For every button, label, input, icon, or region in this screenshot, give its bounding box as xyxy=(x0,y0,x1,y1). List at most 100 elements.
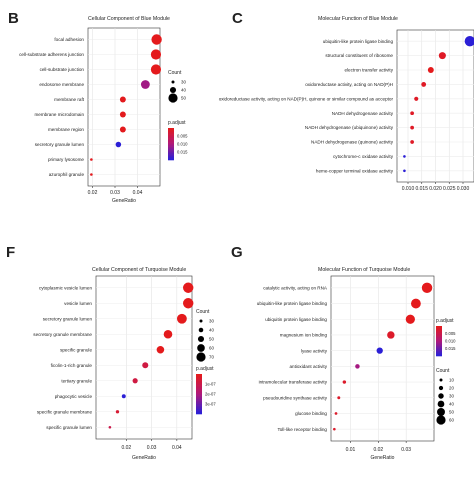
legend-colorbar-segment xyxy=(436,349,442,352)
legend-colorbar-segment xyxy=(196,375,202,378)
legend-colorbar-segment xyxy=(196,407,202,410)
legend-count-label: 60 xyxy=(209,346,214,351)
legend-colorbar-segment xyxy=(436,329,442,332)
legend-colorbar-segment xyxy=(196,395,202,398)
legend-colorbar-segment xyxy=(168,137,174,139)
data-point xyxy=(150,49,162,60)
data-point xyxy=(403,155,406,158)
x-tick-label: 0.02 xyxy=(121,445,131,451)
y-tick-label: pseudouridine synthase activity xyxy=(263,395,328,400)
panel-title: Cellular Component of Blue Module xyxy=(88,16,170,22)
legend-colorbar-segment xyxy=(436,347,442,349)
y-tick-label: specific granule membrane xyxy=(37,409,93,414)
legend-color-title: p.adjust xyxy=(168,120,186,126)
data-point xyxy=(410,125,414,130)
legend-colorbar-segment xyxy=(436,334,442,337)
y-tick-label: membrane raft xyxy=(54,97,85,102)
data-point xyxy=(414,96,419,101)
legend-colorbar-segment xyxy=(196,402,202,405)
legend-colorbar-segment xyxy=(436,332,442,334)
data-point xyxy=(355,364,360,369)
y-tick-label: cell-substrate junction xyxy=(40,67,85,72)
y-tick-label: intramolecular transferase activity xyxy=(259,380,328,385)
legend-colorbar-segment xyxy=(436,352,442,354)
x-tick-label: 0.03 xyxy=(147,445,157,451)
legend-colorbar-segment xyxy=(196,412,202,415)
panel-letter: C xyxy=(232,10,243,27)
legend-count-label: 40 xyxy=(209,328,214,333)
legend-colorbar-segment xyxy=(168,146,174,149)
legend-colorbar-label: 0.005 xyxy=(177,134,188,139)
legend-colorbar-segment xyxy=(196,397,202,400)
legend-colorbar-segment xyxy=(436,328,442,331)
legend-color-title: p.adjust xyxy=(436,318,454,324)
legend-colorbar-segment xyxy=(196,385,202,388)
y-tick-label: cytoplasmic vesicle lumen xyxy=(39,285,93,290)
y-tick-label: ubiquitin protein ligase binding xyxy=(265,317,327,322)
legend-count-dot xyxy=(198,327,204,333)
x-tick-label: 0.04 xyxy=(172,445,182,451)
panel-title: Molecular Function of Turquoise Module xyxy=(318,267,410,273)
legend-colorbar-segment xyxy=(196,405,202,408)
data-point xyxy=(132,378,138,384)
legend-count-dot xyxy=(436,415,446,425)
y-tick-label: structural constituent of ribosome xyxy=(325,53,393,58)
data-point xyxy=(183,282,194,293)
data-point xyxy=(387,331,395,339)
legend-count-label: 60 xyxy=(449,418,454,423)
legend-count-label: 50 xyxy=(181,96,186,101)
legend-colorbar-segment xyxy=(196,387,202,390)
data-point xyxy=(150,64,162,75)
legend-colorbar-segment xyxy=(436,354,442,357)
legend-color-title: p.adjust xyxy=(196,366,214,372)
y-tick-label: NADH dehydrogenase activity xyxy=(332,111,394,116)
legend-colorbar-segment xyxy=(196,392,202,395)
legend-colorbar-segment xyxy=(436,343,442,346)
y-tick-label: lyase activity xyxy=(301,348,328,353)
panel-b: B Cellular Component of Blue Module focal … xyxy=(8,10,188,204)
legend-colorbar-segment xyxy=(168,145,174,147)
legend-colorbar-segment xyxy=(168,154,174,157)
legend-colorbar-segment xyxy=(168,156,174,158)
x-axis-label: GeneRatio xyxy=(371,455,395,461)
legend-count-dot xyxy=(168,93,178,103)
legend-count-label: 50 xyxy=(449,410,454,415)
x-tick-label: 0.015 xyxy=(415,186,428,192)
x-tick-label: 0.01 xyxy=(346,447,356,453)
legend-colorbar-segment xyxy=(196,384,202,386)
legend-count-label: 10 xyxy=(449,378,454,383)
legend-colorbar-label: 0.010 xyxy=(445,339,456,344)
legend-colorbar-label: 1e-07 xyxy=(205,382,216,387)
legend-colorbar-segment xyxy=(196,400,202,403)
data-point xyxy=(90,158,93,161)
legend-count-dot xyxy=(438,393,444,399)
y-tick-label: membrane region xyxy=(48,127,84,132)
legend: Count 30 40 50 60 70 p.adjust 1e-07 2e-07 3e-07 xyxy=(196,309,216,415)
legend-colorbar-segment xyxy=(196,377,202,380)
y-tick-label: NADH dehydrogenase (ubiquinone) activity xyxy=(305,125,394,130)
legend-colorbar-segment xyxy=(168,144,174,146)
legend-colorbar-segment xyxy=(196,374,202,376)
legend-colorbar-segment xyxy=(436,338,442,341)
data-point xyxy=(140,80,150,89)
legend-colorbar-label: 0.015 xyxy=(445,346,456,351)
x-tick-label: 0.04 xyxy=(133,190,143,196)
legend-colorbar-segment xyxy=(168,148,174,150)
legend-colorbar-segment xyxy=(168,150,174,153)
x-tick-label: 0.02 xyxy=(88,190,98,196)
y-tick-label: heme-copper terminal oxidase activity xyxy=(316,168,394,173)
legend-count-title: Count xyxy=(168,70,182,76)
panel-letter: B xyxy=(8,10,19,27)
y-tick-label: ubiquitin-like protein ligase binding xyxy=(257,301,328,306)
y-tick-label: oxidoreductase activity, acting on NAD(P… xyxy=(305,82,393,87)
legend-colorbar-label: 3e-07 xyxy=(205,402,216,407)
legend-count-label: 30 xyxy=(181,80,186,85)
y-tick-label: cytochrome-c oxidase activity xyxy=(333,154,394,159)
legend-colorbar-segment xyxy=(168,129,174,131)
legend-colorbar-segment xyxy=(196,404,202,406)
data-point xyxy=(421,81,427,87)
x-tick-label: 0.030 xyxy=(457,186,470,192)
legend-colorbar-segment xyxy=(168,133,174,135)
data-point xyxy=(411,298,421,309)
legend-colorbar-segment xyxy=(436,341,442,343)
